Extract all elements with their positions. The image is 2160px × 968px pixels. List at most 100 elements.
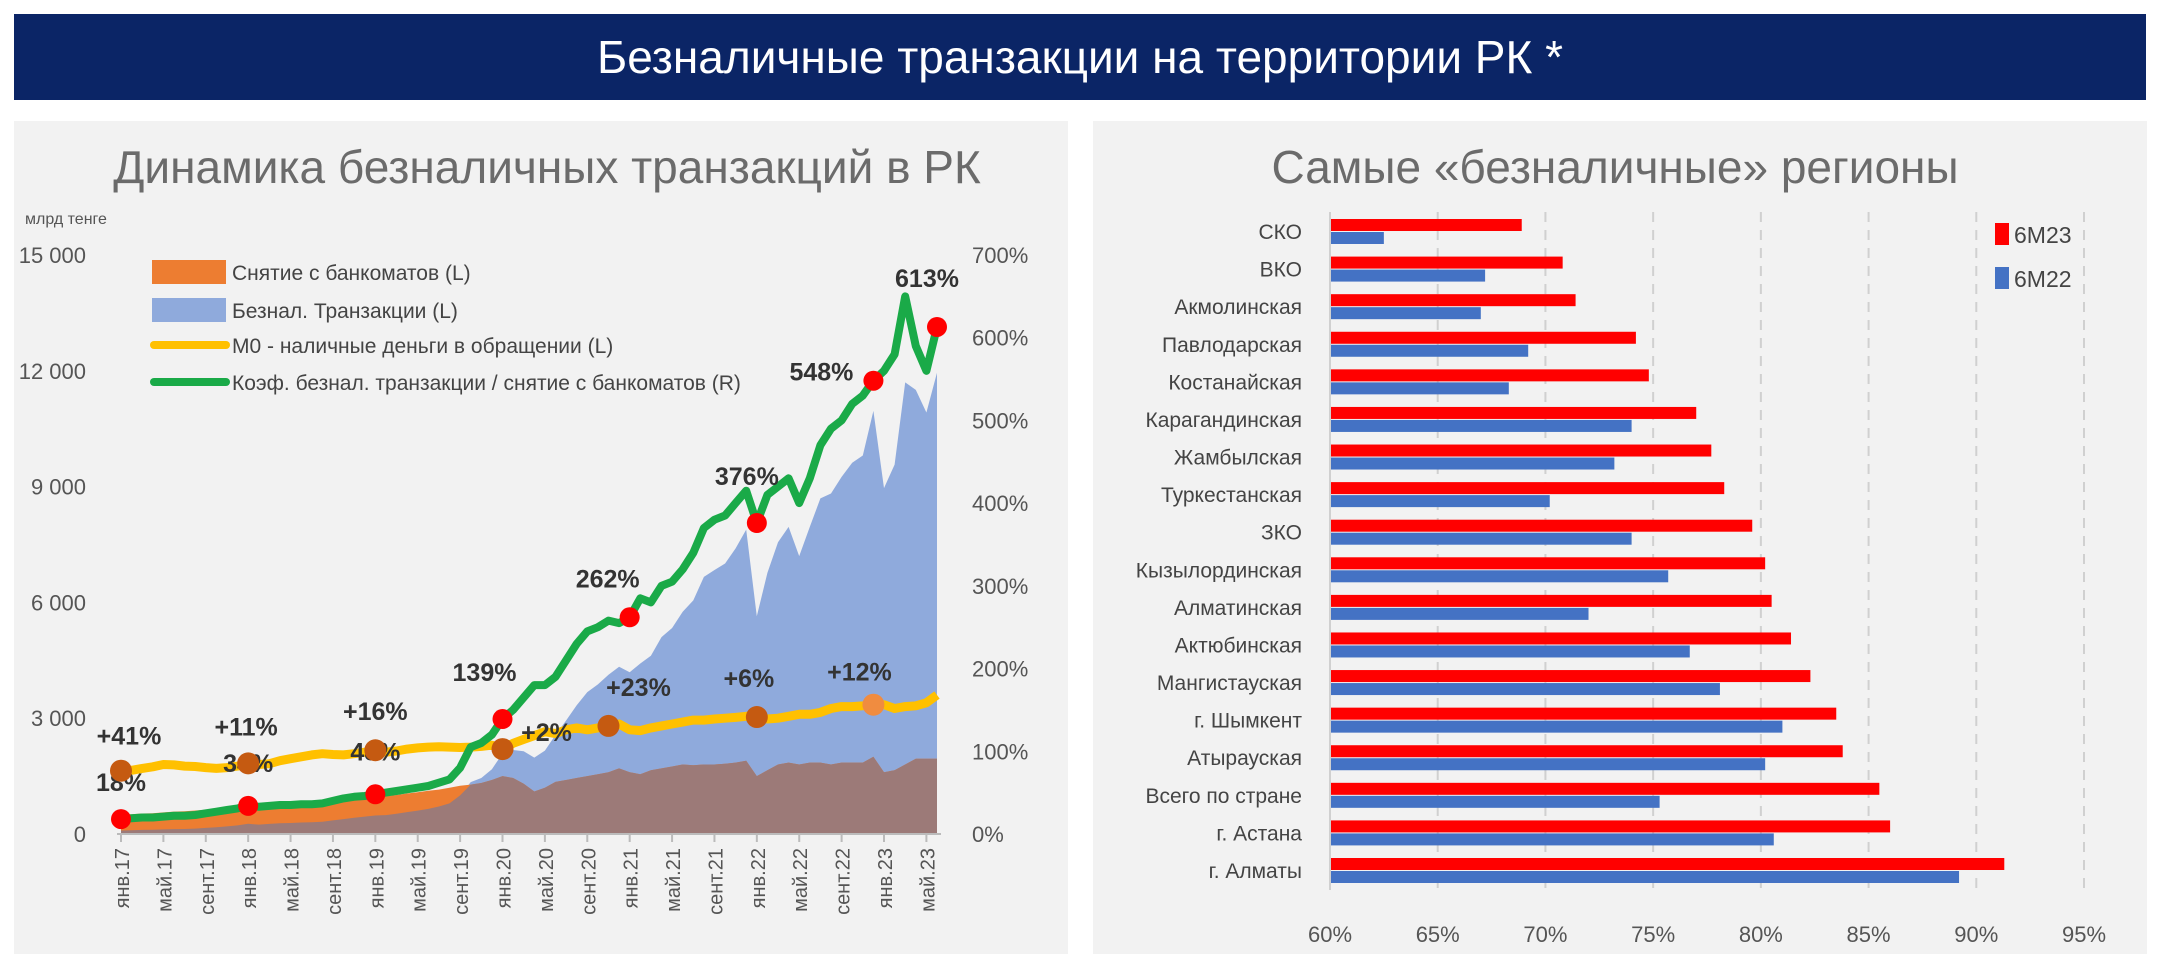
left-y-tick-label: 0 xyxy=(74,822,86,847)
x-tick-label: май.17 xyxy=(154,848,176,912)
left-y-unit: млрд тенге xyxy=(25,211,107,228)
right-y-tick-label: 400% xyxy=(972,491,1028,516)
right-chart-title: Самые «безналичные» регионы xyxy=(1271,141,1958,193)
left-y-tick-label: 15 000 xyxy=(19,243,86,268)
left-y-tick-label: 12 000 xyxy=(19,359,86,384)
legend-label: Безнал. Транзакции (L) xyxy=(232,300,458,323)
left-y-tick-label: 6 000 xyxy=(31,590,86,615)
x-tick-label: янв.20 xyxy=(494,848,516,908)
category-label: Актюбинская xyxy=(1175,634,1302,657)
left-plot-area: 15 000 12 000 9 000 6 000 3 000 0 700% 600% 500%… xyxy=(19,243,1029,915)
category-label: Акмолинская xyxy=(1174,296,1302,319)
m0-marker xyxy=(862,693,885,716)
category-label: г. Шымкент xyxy=(1194,710,1302,733)
bar-6М23 xyxy=(1331,632,1792,645)
ratio-marker xyxy=(746,512,767,533)
bar-6М22 xyxy=(1331,833,1774,846)
ratio-annotation: 548% xyxy=(789,359,853,387)
category-label: Алматинская xyxy=(1174,597,1302,620)
x-tick-label: май.20 xyxy=(536,848,558,912)
bar-6М23 xyxy=(1331,594,1772,607)
right-y-tick-label: 500% xyxy=(972,408,1028,433)
ratio-marker xyxy=(863,370,884,391)
left-chart-title: Динамика безналичных транзакций в РК xyxy=(113,141,981,193)
legend-label: Снятие с банкоматов (L) xyxy=(232,262,471,285)
category-label: Туркестанская xyxy=(1161,484,1302,507)
ratio-annotation: 376% xyxy=(715,463,779,491)
x-tick-label: янв.18 xyxy=(239,848,261,908)
bar-6М23 xyxy=(1331,707,1837,720)
bar-6М23 xyxy=(1331,406,1697,419)
m0-annotation: +23% xyxy=(606,674,671,702)
x-tick-label: май.23 xyxy=(917,848,939,912)
bar-6М23 xyxy=(1331,369,1649,382)
ratio-annotation: 139% xyxy=(453,659,517,687)
x-tick-label: 60% xyxy=(1308,922,1352,947)
x-tick-label: 65% xyxy=(1416,922,1460,947)
m0-marker xyxy=(110,759,132,782)
bar-6М22 xyxy=(1331,269,1486,282)
bar-6М22 xyxy=(1331,419,1632,432)
ratio-marker xyxy=(619,607,640,628)
bar-6М23 xyxy=(1331,444,1712,457)
x-tick-label: 70% xyxy=(1523,922,1567,947)
legend-label: Коэф. безнал. транзакции / снятие с банк… xyxy=(232,372,741,395)
ratio-marker xyxy=(111,809,131,830)
category-label: Всего по стране xyxy=(1145,785,1302,808)
bar-6М22 xyxy=(1331,382,1509,395)
bar-6М22 xyxy=(1331,457,1615,470)
m0-annotation: +41% xyxy=(97,723,162,751)
bar-6М22 xyxy=(1331,720,1783,733)
category-label: Жамбылская xyxy=(1174,447,1302,470)
right-y-tick-label: 200% xyxy=(972,657,1028,682)
x-tick-label: янв.22 xyxy=(748,848,770,908)
bar-6М23 xyxy=(1331,482,1725,495)
category-label: СКО xyxy=(1259,221,1303,244)
m0-marker xyxy=(237,752,260,775)
category-label: ЗКО xyxy=(1261,522,1302,545)
m0-annotation: +11% xyxy=(215,713,278,741)
bar-6М23 xyxy=(1331,820,1891,833)
category-label: г. Алматы xyxy=(1209,860,1302,883)
legend-label: М0 - наличные деньги в обращении (L) xyxy=(232,335,613,358)
page-title: Безналичные транзакции на территории РК … xyxy=(597,31,1563,83)
category-label: г. Астана xyxy=(1216,822,1302,845)
ratio-marker xyxy=(365,784,386,805)
m0-marker xyxy=(491,738,514,761)
ratio-annotation: 262% xyxy=(576,565,640,593)
right-y-tick-label: 600% xyxy=(972,326,1028,351)
bar-6М22 xyxy=(1331,645,1690,658)
x-tick-label: 95% xyxy=(2062,922,2106,947)
category-label: ВКО xyxy=(1260,259,1302,282)
m0-marker xyxy=(745,706,768,729)
ratio-marker xyxy=(238,795,259,816)
x-tick-label: 85% xyxy=(1847,922,1891,947)
x-tick-label: сент.21 xyxy=(705,848,727,915)
bar-6М23 xyxy=(1331,858,2005,870)
x-tick-label: янв.23 xyxy=(875,848,897,908)
bar-6М23 xyxy=(1331,294,1576,307)
x-tick-label: 80% xyxy=(1739,922,1783,947)
right-y-tick-label: 0% xyxy=(972,822,1004,847)
bar-6М23 xyxy=(1331,219,1522,231)
x-tick-label: 75% xyxy=(1631,922,1675,947)
bar-6М22 xyxy=(1331,532,1632,545)
x-tick-label: янв.19 xyxy=(366,848,388,908)
bar-6М22 xyxy=(1331,344,1529,357)
legend-swatch xyxy=(1995,223,2009,245)
x-tick-label: сент.17 xyxy=(197,848,219,915)
x-tick-label: май.22 xyxy=(790,848,812,912)
left-legend: Снятие с банкоматов (L) Безнал. Транзакци… xyxy=(150,260,741,395)
x-tick-label: сент.22 xyxy=(833,848,855,915)
left-y-tick-label: 3 000 xyxy=(31,706,86,731)
m0-marker xyxy=(364,739,387,762)
category-label: Павлодарская xyxy=(1162,334,1302,357)
bar-6М22 xyxy=(1331,795,1660,808)
bar-6М23 xyxy=(1331,557,1766,570)
category-label: Атырауская xyxy=(1187,747,1302,770)
bar-6М22 xyxy=(1331,871,1960,883)
bar-6М23 xyxy=(1331,256,1563,269)
category-label: Карагандинская xyxy=(1145,409,1302,432)
x-tick-label: сент.20 xyxy=(578,848,600,915)
bar-6М23 xyxy=(1331,519,1753,532)
